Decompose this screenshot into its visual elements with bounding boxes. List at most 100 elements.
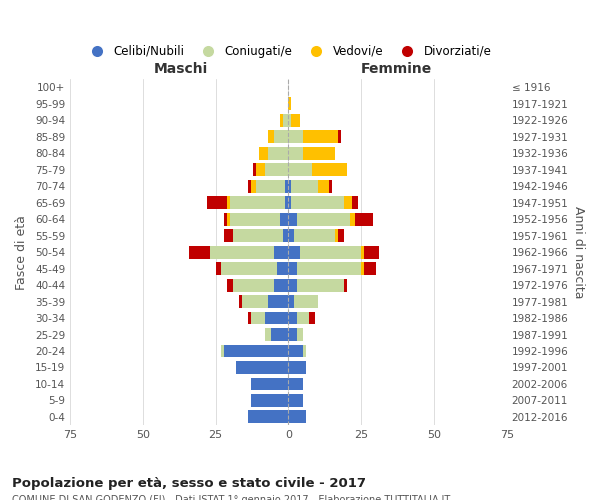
Bar (210, 246, 274, 258)
Bar (303, 147, 335, 160)
Bar (289, 147, 303, 160)
Bar (303, 344, 306, 358)
Y-axis label: Anni di nascita: Anni di nascita (572, 206, 585, 298)
Bar (289, 328, 297, 341)
Bar (274, 246, 289, 258)
Bar (292, 196, 344, 209)
Bar (289, 344, 303, 358)
Bar (265, 312, 289, 324)
Bar (286, 180, 289, 192)
Bar (251, 312, 265, 324)
Bar (248, 312, 251, 324)
Bar (271, 328, 289, 341)
Bar (227, 196, 230, 209)
Bar (224, 344, 289, 358)
Bar (268, 130, 274, 143)
Bar (268, 147, 289, 160)
Bar (283, 229, 289, 242)
Bar (289, 213, 297, 226)
Bar (289, 410, 306, 424)
Bar (289, 394, 303, 407)
Bar (352, 196, 358, 209)
Bar (289, 164, 311, 176)
Bar (289, 295, 294, 308)
Bar (364, 262, 376, 275)
Bar (259, 147, 268, 160)
Bar (221, 344, 224, 358)
Bar (274, 278, 289, 291)
Bar (289, 378, 303, 390)
Bar (251, 394, 289, 407)
Legend: Celibi/Nubili, Coniugati/e, Vedovi/e, Divorziati/e: Celibi/Nubili, Coniugati/e, Vedovi/e, Di… (80, 40, 496, 62)
Bar (344, 196, 352, 209)
Bar (289, 312, 297, 324)
Text: COMUNE DI SAN GODENZO (FI) - Dati ISTAT 1° gennaio 2017 - Elaborazione TUTTITALI: COMUNE DI SAN GODENZO (FI) - Dati ISTAT … (12, 495, 450, 500)
Bar (190, 246, 210, 258)
Text: Popolazione per età, sesso e stato civile - 2017: Popolazione per età, sesso e stato civil… (12, 478, 366, 490)
Bar (289, 278, 297, 291)
Bar (292, 180, 317, 192)
Bar (317, 180, 329, 192)
Bar (236, 361, 289, 374)
Bar (289, 262, 297, 275)
Bar (242, 295, 268, 308)
Bar (297, 328, 303, 341)
Bar (289, 229, 294, 242)
Bar (289, 246, 300, 258)
Bar (286, 196, 289, 209)
Bar (233, 278, 274, 291)
Bar (239, 295, 242, 308)
Bar (355, 213, 373, 226)
Bar (253, 164, 256, 176)
Bar (289, 114, 292, 127)
Bar (300, 246, 361, 258)
Bar (280, 114, 283, 127)
Bar (289, 196, 292, 209)
Bar (361, 262, 364, 275)
Bar (274, 130, 289, 143)
Bar (364, 246, 379, 258)
Bar (292, 114, 300, 127)
Bar (329, 180, 332, 192)
Bar (256, 164, 265, 176)
Text: Femmine: Femmine (361, 62, 432, 76)
Bar (303, 130, 338, 143)
Bar (350, 213, 355, 226)
Bar (309, 312, 314, 324)
Bar (256, 180, 286, 192)
Y-axis label: Fasce di età: Fasce di età (15, 214, 28, 290)
Bar (230, 213, 280, 226)
Bar (224, 229, 233, 242)
Bar (289, 98, 292, 110)
Bar (311, 164, 347, 176)
Bar (230, 196, 286, 209)
Bar (227, 213, 230, 226)
Text: Maschi: Maschi (154, 62, 208, 76)
Bar (248, 180, 251, 192)
Bar (294, 229, 335, 242)
Bar (207, 196, 227, 209)
Bar (248, 410, 289, 424)
Bar (251, 180, 256, 192)
Bar (361, 246, 364, 258)
Bar (297, 278, 344, 291)
Bar (277, 262, 289, 275)
Bar (233, 229, 283, 242)
Bar (289, 361, 306, 374)
Bar (251, 378, 289, 390)
Bar (215, 262, 221, 275)
Bar (280, 213, 289, 226)
Bar (224, 213, 227, 226)
Bar (289, 180, 292, 192)
Bar (265, 164, 289, 176)
Bar (338, 130, 341, 143)
Bar (344, 278, 347, 291)
Bar (283, 114, 289, 127)
Bar (297, 213, 350, 226)
Bar (268, 295, 289, 308)
Bar (294, 295, 317, 308)
Bar (265, 328, 271, 341)
Bar (221, 262, 277, 275)
Bar (338, 229, 344, 242)
Bar (227, 278, 233, 291)
